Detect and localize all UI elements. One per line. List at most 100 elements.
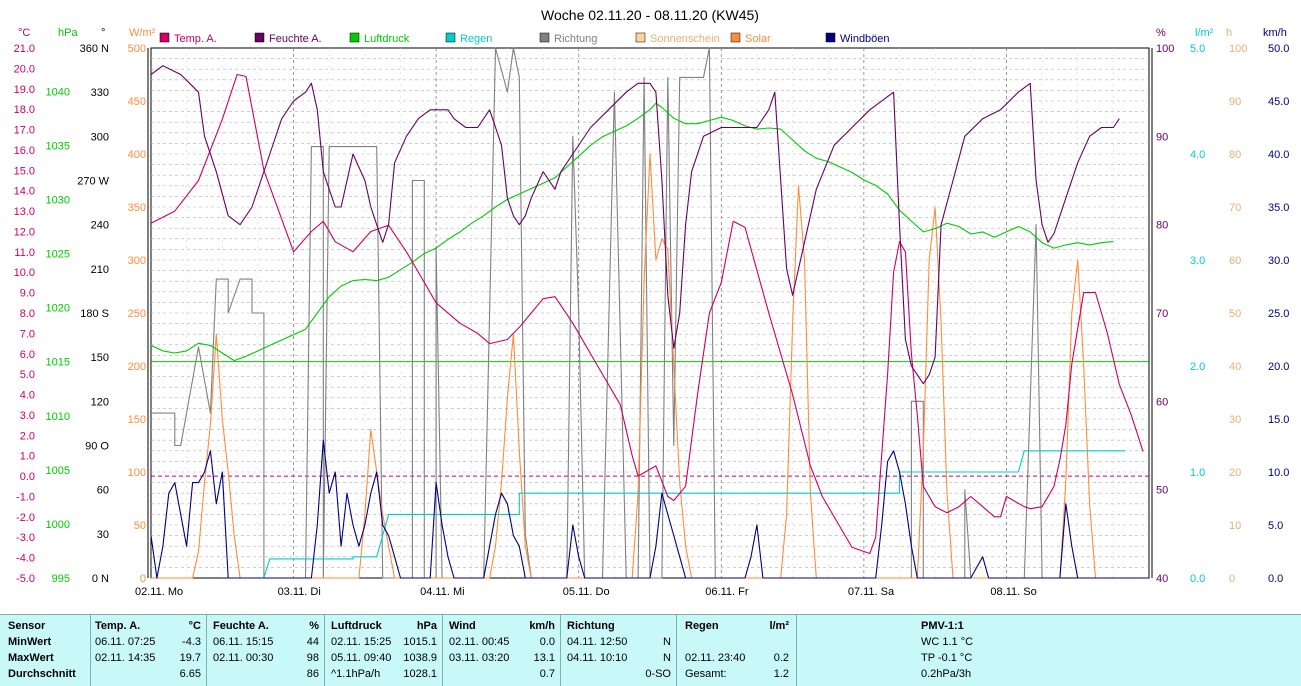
axis-tick-temp: 18.0 — [14, 104, 35, 116]
axis-tick-wind: 35.0 — [1268, 202, 1289, 214]
axis-tick-temp: -1.0 — [16, 491, 35, 503]
axis-tick-pressure: 1005 — [46, 465, 70, 477]
stats-row-max: MaxWert — [8, 652, 54, 664]
stats-temp-max-value: 19.7 — [179, 652, 201, 664]
stats-row-min: MinWert — [8, 636, 52, 648]
x-tick-label: 04.11. Mi — [420, 586, 464, 598]
stats-sensor: Sensor MinWert MaxWert Durchschnitt — [0, 615, 90, 686]
axis-tick-humidity: 60 — [1156, 396, 1168, 408]
stats-pressure-max-time: 05.11. 09:40 — [331, 652, 392, 664]
x-tick-label: 06.11. Fr — [705, 586, 749, 598]
stats-pressure-trend: ^1.1hPa/h — [331, 668, 381, 680]
stats-rain-header: Regen — [685, 620, 719, 632]
stats-temp-min-time: 06.11. 07:25 — [95, 636, 156, 648]
series-line-regen — [263, 450, 1126, 579]
axis-tick-rain: 4.0 — [1190, 149, 1205, 161]
stats-wind-avg-value: 0.7 — [539, 668, 555, 680]
axis-tick-solar: 350 — [128, 202, 146, 214]
axis-tick-sunshine: 80 — [1229, 149, 1241, 161]
stats-pressure-header: Luftdruck — [331, 620, 382, 632]
axis-tick-temp: 8.0 — [20, 308, 35, 320]
stats-direction-min-value: N — [663, 636, 671, 648]
axis-tick-temp: 11.0 — [14, 247, 35, 259]
chart-title: Woche 02.11.20 - 08.11.20 (KW45) — [541, 7, 759, 23]
series-line-richtung — [151, 47, 1043, 579]
stats-rain-max-time: 02.11. 23:40 — [685, 652, 746, 664]
axis-tick-pressure: 1030 — [46, 194, 70, 206]
legend-swatch — [825, 32, 836, 43]
axis-tick-sunshine: 70 — [1229, 202, 1241, 214]
stats-direction-max-time: 04.11. 10:10 — [567, 652, 628, 664]
axis-tick-temp: 13.0 — [14, 206, 35, 218]
axis-tick-temp: 3.0 — [20, 410, 35, 422]
axis-tick-temp: 20.0 — [14, 63, 35, 75]
axis-tick-temp: 0.0 — [20, 471, 35, 483]
axis-tick-direction: 330 — [91, 87, 109, 99]
axis-tick-pressure: 1025 — [46, 249, 70, 261]
axis-tick-sunshine: 30 — [1229, 414, 1241, 426]
axis-tick-humidity: 80 — [1156, 220, 1168, 232]
stats-pmv-trend: 0.2hPa/3h — [921, 668, 972, 680]
stats-rain-total-label: Gesamt: — [685, 668, 727, 680]
legend-label: Luftdruck — [364, 33, 410, 45]
axis-tick-wind: 40.0 — [1268, 149, 1289, 161]
axis-tick-direction: 90 O — [85, 441, 109, 453]
axis-tick-direction: 240 — [91, 220, 109, 232]
axis-tick-humidity: 40 — [1156, 573, 1168, 585]
stats-pmv-wc: WC 1.1 °C — [921, 636, 974, 648]
axis-tick-solar: 500 — [128, 43, 146, 55]
stats-temp-header: Temp. A. — [95, 620, 141, 632]
axis-tick-wind: 30.0 — [1268, 255, 1289, 267]
axis-tick-sunshine: 100 — [1229, 43, 1247, 55]
chart-grid — [150, 47, 1150, 579]
axis-tick-pressure: 995 — [52, 573, 70, 585]
axis-tick-sunshine: 40 — [1229, 361, 1241, 373]
axis-tick-rain: 5.0 — [1190, 43, 1205, 55]
axis-tick-temp: 15.0 — [14, 165, 35, 177]
axis-tick-temp: 6.0 — [20, 349, 35, 361]
axis-tick-solar: 400 — [128, 149, 146, 161]
stats-wind-unit: km/h — [529, 620, 555, 632]
axis-tick-sunshine: 20 — [1229, 467, 1241, 479]
axis-tick-pressure: 1000 — [46, 519, 70, 531]
stats-temp-avg-value: 6.65 — [179, 668, 201, 680]
legend-label: Temp. A. — [174, 33, 217, 45]
axis-tick-temp: 19.0 — [14, 84, 35, 96]
stats-wind-header: Wind — [449, 620, 476, 632]
legend-swatch — [254, 32, 265, 43]
x-tick-label: 05.11. Do — [563, 586, 610, 598]
axis-tick-wind: 45.0 — [1268, 96, 1289, 108]
axis-tick-wind: 5.0 — [1268, 520, 1283, 532]
axis-tick-sunshine: 50 — [1229, 308, 1241, 320]
axis-unit-pressure: hPa — [58, 27, 78, 39]
axis-unit-solar: W/m² — [129, 27, 156, 39]
axis-tick-temp: 17.0 — [14, 125, 35, 137]
stats-humidity: Feuchte A. % 06.11. 15:15 44 02.11. 00:3… — [206, 615, 325, 686]
axis-tick-temp: 21.0 — [14, 43, 35, 55]
axis-tick-rain: 3.0 — [1190, 255, 1205, 267]
legend-swatch — [349, 32, 360, 43]
chart-legend: Temp. A. Feuchte A. Luftdruck Regen Richtung… — [159, 32, 890, 45]
axis-tick-humidity: 50 — [1156, 485, 1168, 497]
axis-tick-temp: -2.0 — [16, 512, 35, 524]
stats-pressure-min-time: 02.11. 15:25 — [331, 636, 392, 648]
legend-swatch — [159, 32, 170, 43]
legend-swatch — [445, 32, 456, 43]
axis-tick-temp: 4.0 — [20, 390, 35, 402]
axis-tick-temp: 9.0 — [20, 288, 35, 300]
stats-direction-min-time: 04.11. 12:50 — [567, 636, 628, 648]
axis-tick-temp: 14.0 — [14, 186, 35, 198]
axis-tick-wind: 15.0 — [1268, 414, 1289, 426]
axis-tick-direction: 300 — [91, 131, 109, 143]
axis-tick-solar: 450 — [128, 96, 146, 108]
statistics-panel: Sensor MinWert MaxWert Durchschnitt Temp… — [0, 614, 1301, 686]
stats-wind-max-time: 03.11. 03:20 — [449, 652, 510, 664]
legend-label: Regen — [460, 33, 492, 45]
stats-rain: Regen l/m² 02.11. 23:40 0.2 Gesamt: 1.2 — [676, 615, 797, 686]
stats-humidity-header: Feuchte A. — [213, 620, 269, 632]
stats-rain-unit: l/m² — [769, 620, 789, 632]
x-tick-label: 02.11. Mo — [135, 586, 183, 598]
axis-tick-temp: 10.0 — [14, 267, 35, 279]
axis-tick-sunshine: 90 — [1229, 96, 1241, 108]
x-tick-label: 08.11. So — [990, 586, 1036, 598]
